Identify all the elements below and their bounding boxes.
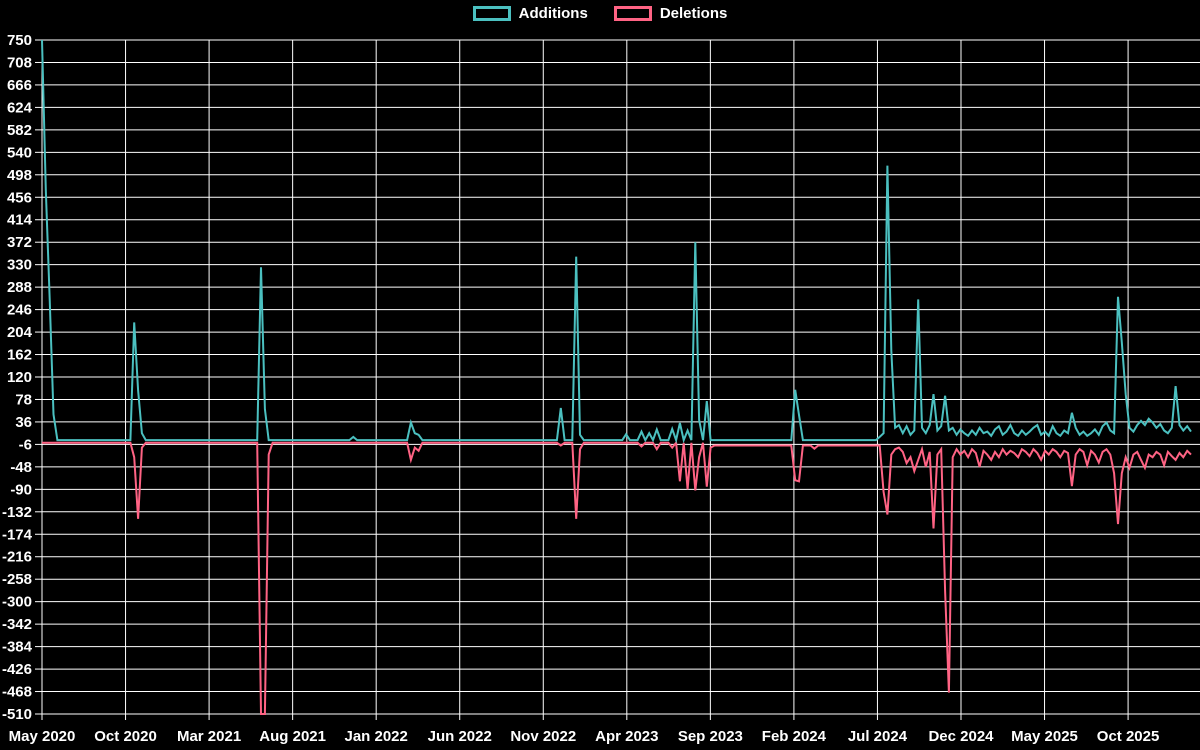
y-tick-label: -48 (10, 459, 32, 476)
y-tick-label: 120 (7, 369, 32, 386)
x-tick-label: Feb 2024 (762, 728, 827, 745)
x-tick-label: Nov 2022 (510, 728, 576, 745)
y-tick-label: -258 (2, 571, 32, 588)
x-tick-label: Apr 2023 (595, 728, 658, 745)
y-tick-label: -468 (2, 684, 32, 701)
y-tick-label: 246 (7, 302, 32, 319)
y-tick-label: -342 (2, 616, 32, 633)
deletions-swatch-icon (613, 6, 652, 21)
x-tick-label: Jul 2024 (848, 728, 908, 745)
y-tick-label: 330 (7, 257, 32, 274)
y-tick-label: 288 (7, 279, 32, 296)
y-tick-label: 372 (7, 234, 32, 251)
x-tick-label: Sep 2023 (678, 728, 743, 745)
y-tick-label: 36 (15, 414, 32, 431)
y-tick-label: 624 (7, 99, 33, 116)
y-tick-label: -510 (2, 706, 32, 723)
y-tick-label: 162 (7, 347, 32, 364)
y-tick-label: 666 (7, 77, 32, 94)
x-tick-label: Jan 2022 (344, 728, 407, 745)
y-tick-label: 78 (15, 391, 32, 408)
x-tick-label: Oct 2020 (94, 728, 157, 745)
y-tick-label: 456 (7, 189, 32, 206)
y-tick-label: 204 (7, 324, 33, 341)
legend-label-additions: Additions (518, 5, 588, 22)
y-tick-label: 708 (7, 54, 32, 71)
y-tick-label: -384 (2, 639, 33, 656)
y-tick-label: -300 (2, 594, 32, 611)
legend: Additions Deletions (0, 6, 1200, 21)
y-tick-label: 750 (7, 32, 32, 49)
additions-swatch-icon (472, 6, 511, 21)
additions-line (41, 39, 1192, 444)
y-tick-label: 498 (7, 167, 32, 184)
x-tick-label: Jun 2022 (428, 728, 492, 745)
y-tick-label: -6 (19, 436, 32, 453)
y-tick-label: 582 (7, 122, 32, 139)
x-tick-label: Aug 2021 (259, 728, 326, 745)
legend-item-additions[interactable]: Additions (472, 5, 588, 22)
x-tick-label: Dec 2024 (928, 728, 994, 745)
y-tick-label: -216 (2, 549, 32, 566)
legend-item-deletions[interactable]: Deletions (613, 5, 728, 22)
x-tick-label: Oct 2025 (1097, 728, 1160, 745)
legend-label-deletions: Deletions (659, 5, 728, 22)
x-tick-label: May 2025 (1011, 728, 1078, 745)
y-tick-label: -132 (2, 504, 32, 521)
y-tick-label: 540 (7, 144, 32, 161)
y-tick-label: -174 (2, 526, 33, 543)
deletions-line (42, 440, 1192, 715)
x-tick-label: Mar 2021 (177, 728, 241, 745)
y-tick-label: -426 (2, 661, 32, 678)
x-tick-label: May 2020 (9, 728, 76, 745)
y-tick-label: -90 (10, 481, 32, 498)
y-tick-label: 414 (7, 212, 33, 229)
